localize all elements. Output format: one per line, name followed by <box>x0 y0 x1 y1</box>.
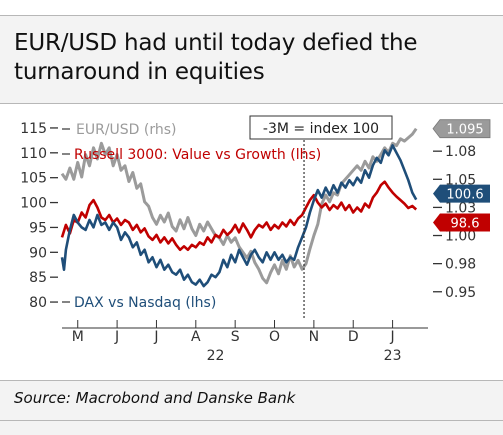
source-note: Source: Macrobond and Danske Bank <box>14 389 296 407</box>
left-tick-label: 105 <box>20 171 47 187</box>
left-tick-label: 90 <box>29 245 47 261</box>
divider-end <box>0 420 503 421</box>
title-line-1: EUR/USD had until today defied the <box>14 30 418 56</box>
right-tick-label: 0.98 <box>445 257 476 273</box>
right-axis: 0.95 0.98 1.00 1.03 1.05 1.08 <box>433 144 476 301</box>
x-tick-label: M <box>72 329 84 345</box>
title-line-2: turnaround in equities <box>14 59 265 85</box>
end-label-value: 100.6 <box>446 188 483 203</box>
series-line-0 <box>60 127 418 285</box>
right-tick-label: 0.95 <box>445 285 476 301</box>
x-tick-label: J <box>390 329 395 345</box>
plot-area: 80 85 90 95 100 105 110 115 0.95 0.98 1.00 1.03 1.0… <box>0 104 503 380</box>
end-label-value: 98.6 <box>451 217 480 232</box>
left-tick-label: 110 <box>20 146 47 162</box>
legend-label: DAX vs Nasdaq (lhs) <box>74 295 216 311</box>
end-labels: 1.095 100.6 98.6 <box>432 119 491 232</box>
series-line-1 <box>60 180 418 252</box>
top-bar <box>0 0 503 16</box>
series-line-2 <box>60 144 418 288</box>
legend-label: Russell 3000: Value vs Growth (lhs) <box>74 147 321 163</box>
right-tick-label: 1.00 <box>445 229 476 245</box>
end-label-tag <box>432 119 491 139</box>
end-label-value: 1.095 <box>446 123 483 138</box>
left-axis: 80 85 90 95 100 105 110 115 <box>20 121 58 311</box>
right-tick-label: 1.08 <box>445 144 476 160</box>
right-tick-label: 1.03 <box>445 200 476 216</box>
x-year-label: 23 <box>384 348 402 364</box>
left-tick-label: 100 <box>20 196 47 212</box>
legend-label: EUR/USD (rhs) <box>76 122 177 138</box>
annotations: -3M = index 100 <box>249 115 393 318</box>
legend: EUR/USD (rhs) Russell 3000: Value vs Grow… <box>62 122 321 311</box>
x-tick-label: J <box>114 329 119 345</box>
x-tick-label: N <box>309 329 319 345</box>
end-label-tag <box>433 184 490 203</box>
series-lines <box>60 127 418 288</box>
x-tick-label: D <box>348 329 359 345</box>
left-tick-label: 85 <box>29 270 47 286</box>
end-label-tag <box>433 213 490 232</box>
x-tick-label: S <box>231 329 240 345</box>
x-axis: M J J A S O N D J 22 23 <box>62 320 428 364</box>
x-year-label: 22 <box>207 348 225 364</box>
left-tick-label: 95 <box>29 220 47 236</box>
annotation-text: -3M = index 100 <box>263 121 379 137</box>
left-tick-label: 80 <box>29 295 47 311</box>
left-tick-label: 115 <box>20 121 47 137</box>
x-tick-label: A <box>191 329 201 345</box>
x-tick-label: O <box>269 329 280 345</box>
divider-top <box>0 103 503 104</box>
divider-bottom <box>0 380 503 381</box>
x-tick-label: J <box>153 329 158 345</box>
right-tick-label: 1.05 <box>445 172 476 188</box>
chart-title: EUR/USD had until today defied the turna… <box>14 29 494 87</box>
annotation-box <box>249 115 393 140</box>
